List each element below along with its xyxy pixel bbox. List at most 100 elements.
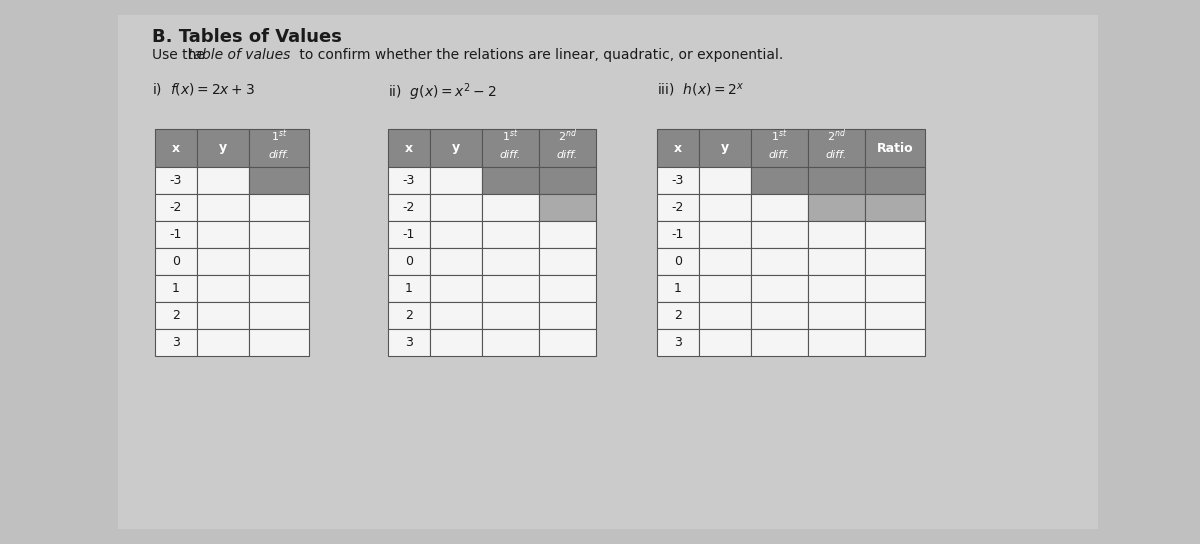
Text: B. Tables of Values: B. Tables of Values	[152, 28, 342, 46]
Bar	[865, 275, 925, 302]
Bar	[482, 221, 539, 248]
Bar	[250, 248, 310, 275]
Text: 0: 0	[406, 255, 413, 268]
Bar	[751, 302, 808, 329]
Text: to confirm whether the relations are linear, quadratic, or exponential.: to confirm whether the relations are lin…	[295, 48, 784, 62]
Bar	[430, 129, 482, 167]
Bar	[197, 129, 250, 167]
Bar	[539, 248, 596, 275]
Bar	[539, 275, 596, 302]
Bar	[698, 221, 751, 248]
Bar	[865, 194, 925, 221]
Bar	[250, 302, 310, 329]
Text: 3: 3	[674, 336, 682, 349]
Bar	[698, 302, 751, 329]
Bar	[155, 302, 197, 329]
Bar	[197, 302, 250, 329]
Bar	[658, 275, 698, 302]
Text: 2: 2	[406, 309, 413, 322]
Text: 0: 0	[674, 255, 682, 268]
Text: x: x	[172, 141, 180, 154]
Bar	[865, 248, 925, 275]
Bar	[197, 329, 250, 356]
Bar	[808, 129, 865, 167]
Text: Use the: Use the	[152, 48, 209, 62]
Text: $1^{st}$: $1^{st}$	[503, 128, 518, 144]
Bar	[118, 15, 1098, 529]
Text: x: x	[674, 141, 682, 154]
Bar	[539, 167, 596, 194]
Bar	[698, 329, 751, 356]
Text: $2^{nd}$: $2^{nd}$	[558, 127, 577, 144]
Bar	[155, 248, 197, 275]
Bar	[430, 221, 482, 248]
Bar	[482, 167, 539, 194]
Bar	[658, 129, 698, 167]
Bar	[155, 167, 197, 194]
Bar	[698, 275, 751, 302]
Text: diff.: diff.	[500, 150, 521, 160]
Bar	[482, 129, 539, 167]
Bar	[658, 167, 698, 194]
Bar	[155, 221, 197, 248]
Text: -1: -1	[170, 228, 182, 241]
Bar	[197, 194, 250, 221]
Bar	[751, 194, 808, 221]
Text: -3: -3	[403, 174, 415, 187]
Bar	[658, 194, 698, 221]
Text: diff.: diff.	[269, 150, 289, 160]
Text: $1^{st}$: $1^{st}$	[772, 128, 787, 144]
Text: y: y	[218, 141, 227, 154]
Bar	[482, 248, 539, 275]
Bar	[197, 275, 250, 302]
Bar	[388, 167, 430, 194]
Bar	[865, 129, 925, 167]
Bar	[808, 329, 865, 356]
Bar	[539, 302, 596, 329]
Text: $2^{nd}$: $2^{nd}$	[827, 127, 846, 144]
Bar	[808, 194, 865, 221]
Bar	[388, 248, 430, 275]
Bar	[808, 167, 865, 194]
Text: diff.: diff.	[826, 150, 847, 160]
Bar	[388, 329, 430, 356]
Bar	[250, 167, 310, 194]
Text: -1: -1	[672, 228, 684, 241]
Text: 3: 3	[172, 336, 180, 349]
Text: -2: -2	[672, 201, 684, 214]
Text: Ratio: Ratio	[877, 141, 913, 154]
Bar	[388, 129, 430, 167]
Text: x: x	[404, 141, 413, 154]
Text: -2: -2	[403, 201, 415, 214]
Bar	[430, 194, 482, 221]
Text: 0: 0	[172, 255, 180, 268]
Bar	[865, 302, 925, 329]
Bar	[482, 275, 539, 302]
Bar	[197, 248, 250, 275]
Bar	[250, 275, 310, 302]
Bar	[865, 167, 925, 194]
Text: iii)  $h(x) = 2^x$: iii) $h(x) = 2^x$	[658, 81, 744, 98]
Bar	[250, 329, 310, 356]
Bar	[430, 167, 482, 194]
Text: $1^{st}$: $1^{st}$	[271, 128, 287, 144]
Text: -3: -3	[170, 174, 182, 187]
Bar	[155, 275, 197, 302]
Bar	[658, 302, 698, 329]
Bar	[865, 329, 925, 356]
Bar	[430, 248, 482, 275]
Text: i)  $f(x) = 2x + 3$: i) $f(x) = 2x + 3$	[152, 81, 254, 97]
Bar	[482, 329, 539, 356]
Bar	[539, 329, 596, 356]
Text: y: y	[721, 141, 730, 154]
Text: 3: 3	[406, 336, 413, 349]
Bar	[751, 167, 808, 194]
Bar	[658, 329, 698, 356]
Text: table of values: table of values	[188, 48, 290, 62]
Text: ii)  $g(x) = x^2 - 2$: ii) $g(x) = x^2 - 2$	[388, 81, 497, 103]
Text: 2: 2	[172, 309, 180, 322]
Bar	[388, 194, 430, 221]
Bar	[751, 329, 808, 356]
Bar	[250, 221, 310, 248]
Bar	[250, 129, 310, 167]
